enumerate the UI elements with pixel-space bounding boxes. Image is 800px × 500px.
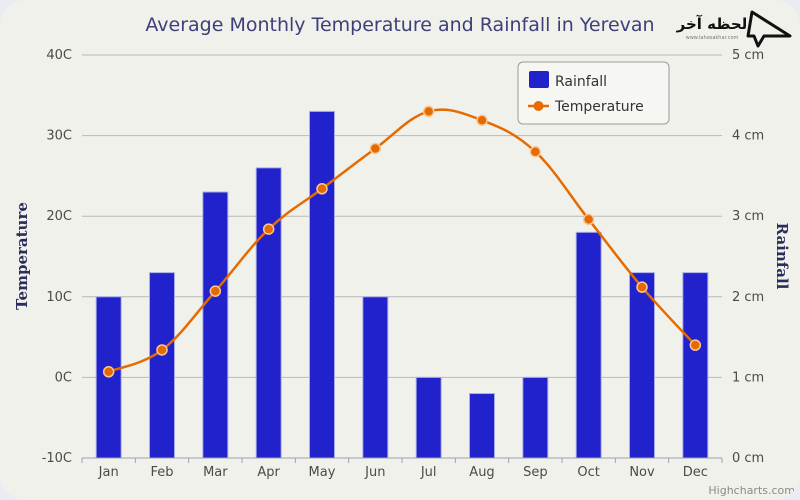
y-right-tick-label: 5 cm bbox=[732, 48, 764, 63]
x-tick-label-oct: Oct bbox=[577, 465, 599, 480]
highcharts-credit[interactable]: Highcharts.com bbox=[708, 484, 795, 497]
y-right-tick-label: 2 cm bbox=[732, 290, 764, 305]
rainfall-bar-sep bbox=[522, 376, 549, 459]
rainfall-bar-aug bbox=[469, 393, 495, 459]
y-axis-left: -10C 0C 10C 20C 30C 40C bbox=[42, 48, 72, 466]
rainfall-bar-feb bbox=[149, 272, 175, 459]
x-tick-label-sep: Sep bbox=[523, 465, 548, 480]
y-left-tick-label: -10C bbox=[42, 451, 72, 466]
legend-temperature-label: Temperature bbox=[554, 99, 644, 115]
temperature-line bbox=[108, 108, 697, 373]
x-tick-label-feb: Feb bbox=[150, 465, 173, 480]
legend-temperature-marker bbox=[533, 101, 544, 111]
temperature-point-may bbox=[316, 183, 328, 195]
y-axis-right: 0 cm 1 cm 2 cm 3 cm 4 cm 5 cm bbox=[732, 48, 764, 466]
temperature-point-nov bbox=[636, 281, 648, 293]
x-tick-label-jan: Jan bbox=[98, 465, 119, 480]
watermark-text: لحظه آخر bbox=[676, 15, 748, 33]
x-tick-label-mar: Mar bbox=[203, 465, 228, 480]
temperature-point-aug bbox=[476, 114, 488, 127]
rainfall-bar-jun bbox=[362, 296, 389, 459]
temperature-point-jan bbox=[102, 366, 115, 378]
watermark-logo: لحظه آخر www.lahzeakhar.com bbox=[676, 10, 792, 48]
legend: Rainfall Temperature bbox=[517, 61, 670, 125]
x-tick-label-nov: Nov bbox=[629, 465, 655, 480]
rainfall-bar-dec bbox=[682, 272, 709, 459]
temperature-point-jul bbox=[422, 105, 435, 118]
x-tick-label-jun: Jun bbox=[364, 465, 385, 480]
x-tick-label-dec: Dec bbox=[683, 465, 708, 480]
y-axis-right-title: Rainfall bbox=[773, 223, 791, 290]
x-tick-label-jul: Jul bbox=[420, 465, 437, 480]
y-right-tick-label: 4 cm bbox=[732, 129, 764, 144]
x-axis: Jan Feb Mar Apr May Jun Jul Aug Sep Oct Nov Dec bbox=[81, 457, 723, 480]
rainfall-bar-apr bbox=[255, 167, 282, 459]
legend-rainfall-swatch bbox=[529, 71, 549, 88]
legend-item-temperature[interactable]: Temperature bbox=[528, 99, 644, 115]
y-right-tick-label: 3 cm bbox=[732, 209, 764, 224]
y-left-tick-label: 30C bbox=[46, 129, 72, 144]
airplane-logo-icon bbox=[746, 10, 792, 48]
x-tick-label-apr: Apr bbox=[257, 465, 280, 480]
chart-title: Average Monthly Temperature and Rainfall… bbox=[145, 14, 654, 36]
temperature-point-dec bbox=[689, 339, 702, 351]
temperature-point-oct bbox=[582, 213, 595, 226]
temperature-point-apr bbox=[262, 223, 275, 235]
rainfall-bar-oct bbox=[575, 231, 602, 459]
rainfall-bar-jul bbox=[415, 376, 442, 459]
y-left-tick-label: 10C bbox=[46, 290, 72, 305]
temperature-point-sep bbox=[529, 145, 542, 158]
temperature-point-mar bbox=[209, 285, 222, 297]
y-left-tick-label: 0C bbox=[55, 370, 72, 385]
y-right-tick-label: 0 cm bbox=[732, 451, 764, 466]
legend-box bbox=[517, 61, 670, 125]
temperature-point-feb bbox=[156, 344, 168, 356]
temperature-point-jun bbox=[369, 142, 382, 155]
legend-rainfall-label: Rainfall bbox=[555, 74, 607, 90]
rainfall-bars bbox=[95, 110, 709, 459]
x-tick-label-may: May bbox=[309, 465, 336, 480]
rainfall-bar-mar bbox=[202, 191, 229, 459]
rainfall-bar-may bbox=[309, 110, 335, 459]
y-axis-left-title: Temperature bbox=[13, 202, 31, 310]
legend-item-rainfall[interactable]: Rainfall bbox=[529, 71, 607, 90]
watermark-url: www.lahzeakhar.com bbox=[686, 35, 739, 41]
rainfall-bar-nov bbox=[629, 272, 655, 459]
y-right-tick-label: 1 cm bbox=[732, 370, 764, 385]
x-tick-label-aug: Aug bbox=[469, 465, 494, 480]
y-left-tick-label: 20C bbox=[46, 209, 72, 224]
y-left-tick-label: 40C bbox=[46, 48, 72, 63]
temperature-line-series bbox=[102, 105, 702, 378]
